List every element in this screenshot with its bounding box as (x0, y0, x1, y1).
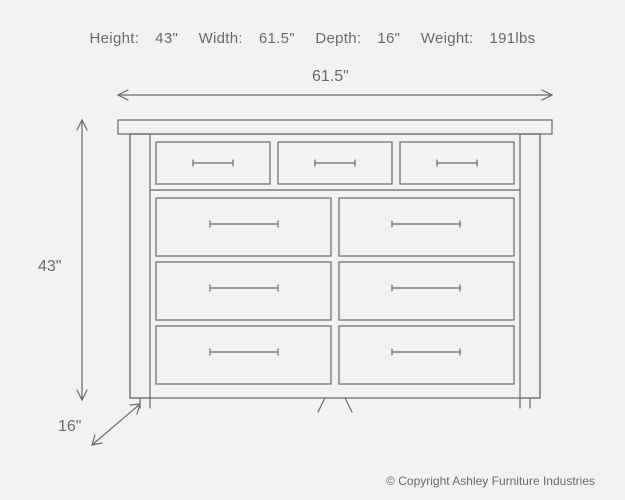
dresser-diagram (0, 0, 625, 500)
